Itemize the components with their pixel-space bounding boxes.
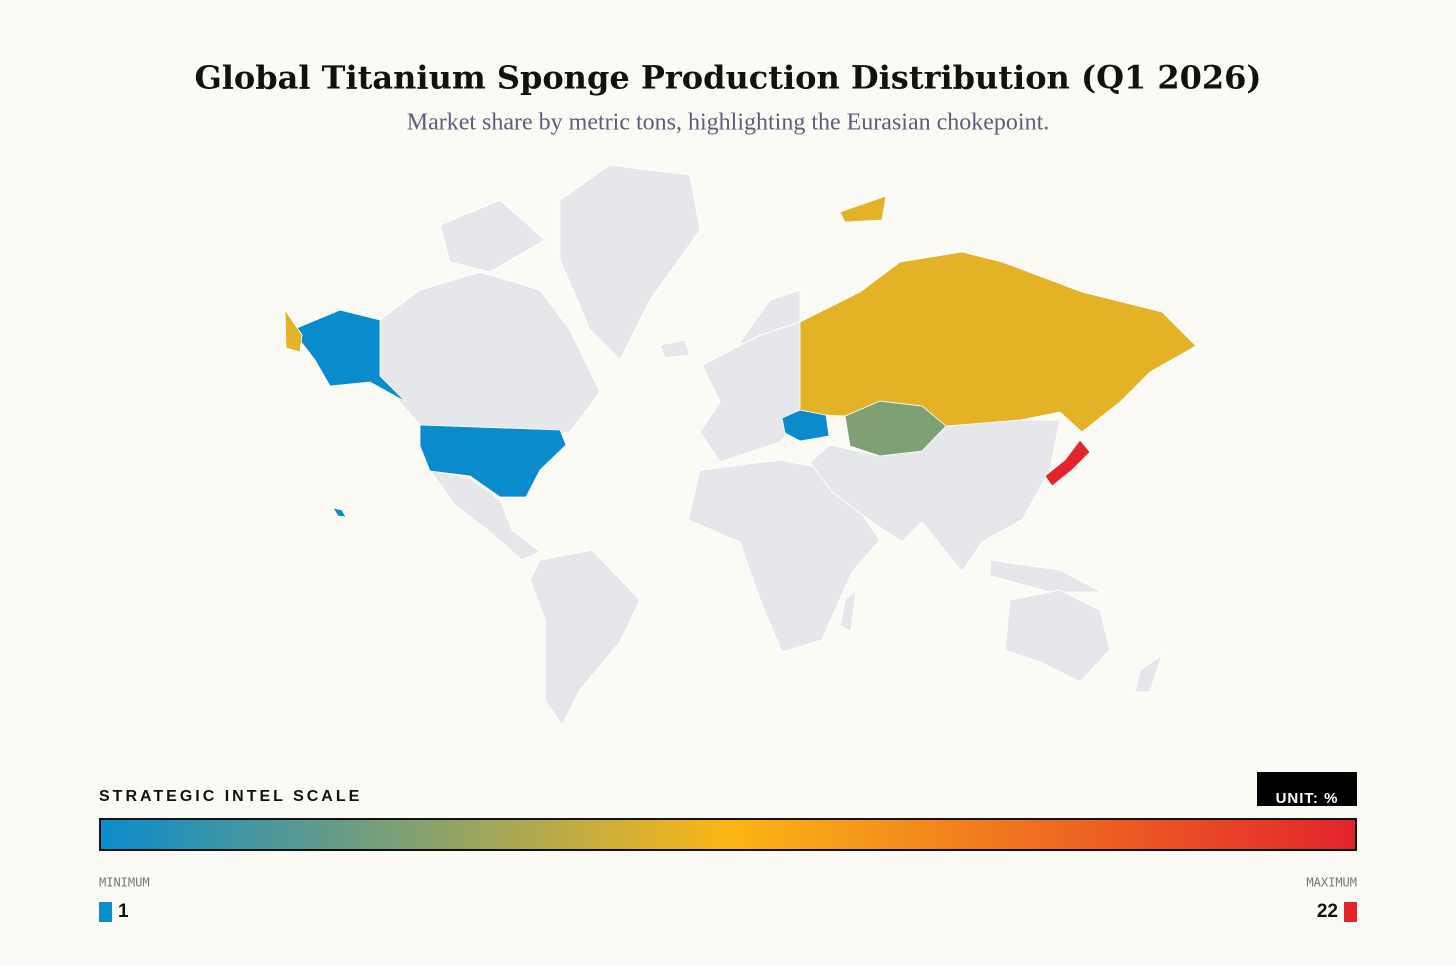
- country-usa-alaska: [291, 309, 407, 403]
- max-label: MAXIMUM: [1306, 876, 1357, 890]
- country-russia: [799, 251, 1197, 433]
- min-label: MINIMUM: [99, 876, 150, 890]
- subtitle: Market share by metric tons, highlightin…: [407, 110, 1050, 136]
- europe: [699, 321, 801, 463]
- australia: [1004, 589, 1111, 683]
- unit-box: [1257, 772, 1357, 806]
- country-russia-arctic: [839, 195, 887, 223]
- country-russia-chukotka: [284, 308, 303, 353]
- iceland: [659, 339, 691, 359]
- greenland: [559, 164, 701, 361]
- canada: [379, 271, 601, 441]
- max-value: 22: [1317, 901, 1338, 922]
- south-america: [529, 549, 641, 726]
- country-usa: [419, 424, 567, 498]
- new-zealand: [1134, 653, 1163, 693]
- title: Global Titanium Sponge Production Distri…: [194, 59, 1261, 97]
- central-america: [428, 469, 541, 561]
- unit-label: UNIT: %: [1276, 790, 1339, 807]
- color-scale-bar: [99, 818, 1357, 851]
- min-swatch: [99, 902, 112, 922]
- country-japan: [1044, 439, 1091, 487]
- world-map: [284, 164, 1197, 726]
- legend-title: STRATEGIC INTEL SCALE: [99, 788, 362, 805]
- country-usa-hawaii: [332, 507, 347, 518]
- min-value: 1: [118, 901, 129, 922]
- indonesia: [989, 559, 1103, 593]
- arctic-islands: [439, 199, 546, 273]
- max-swatch: [1344, 902, 1357, 922]
- madagascar: [839, 588, 857, 633]
